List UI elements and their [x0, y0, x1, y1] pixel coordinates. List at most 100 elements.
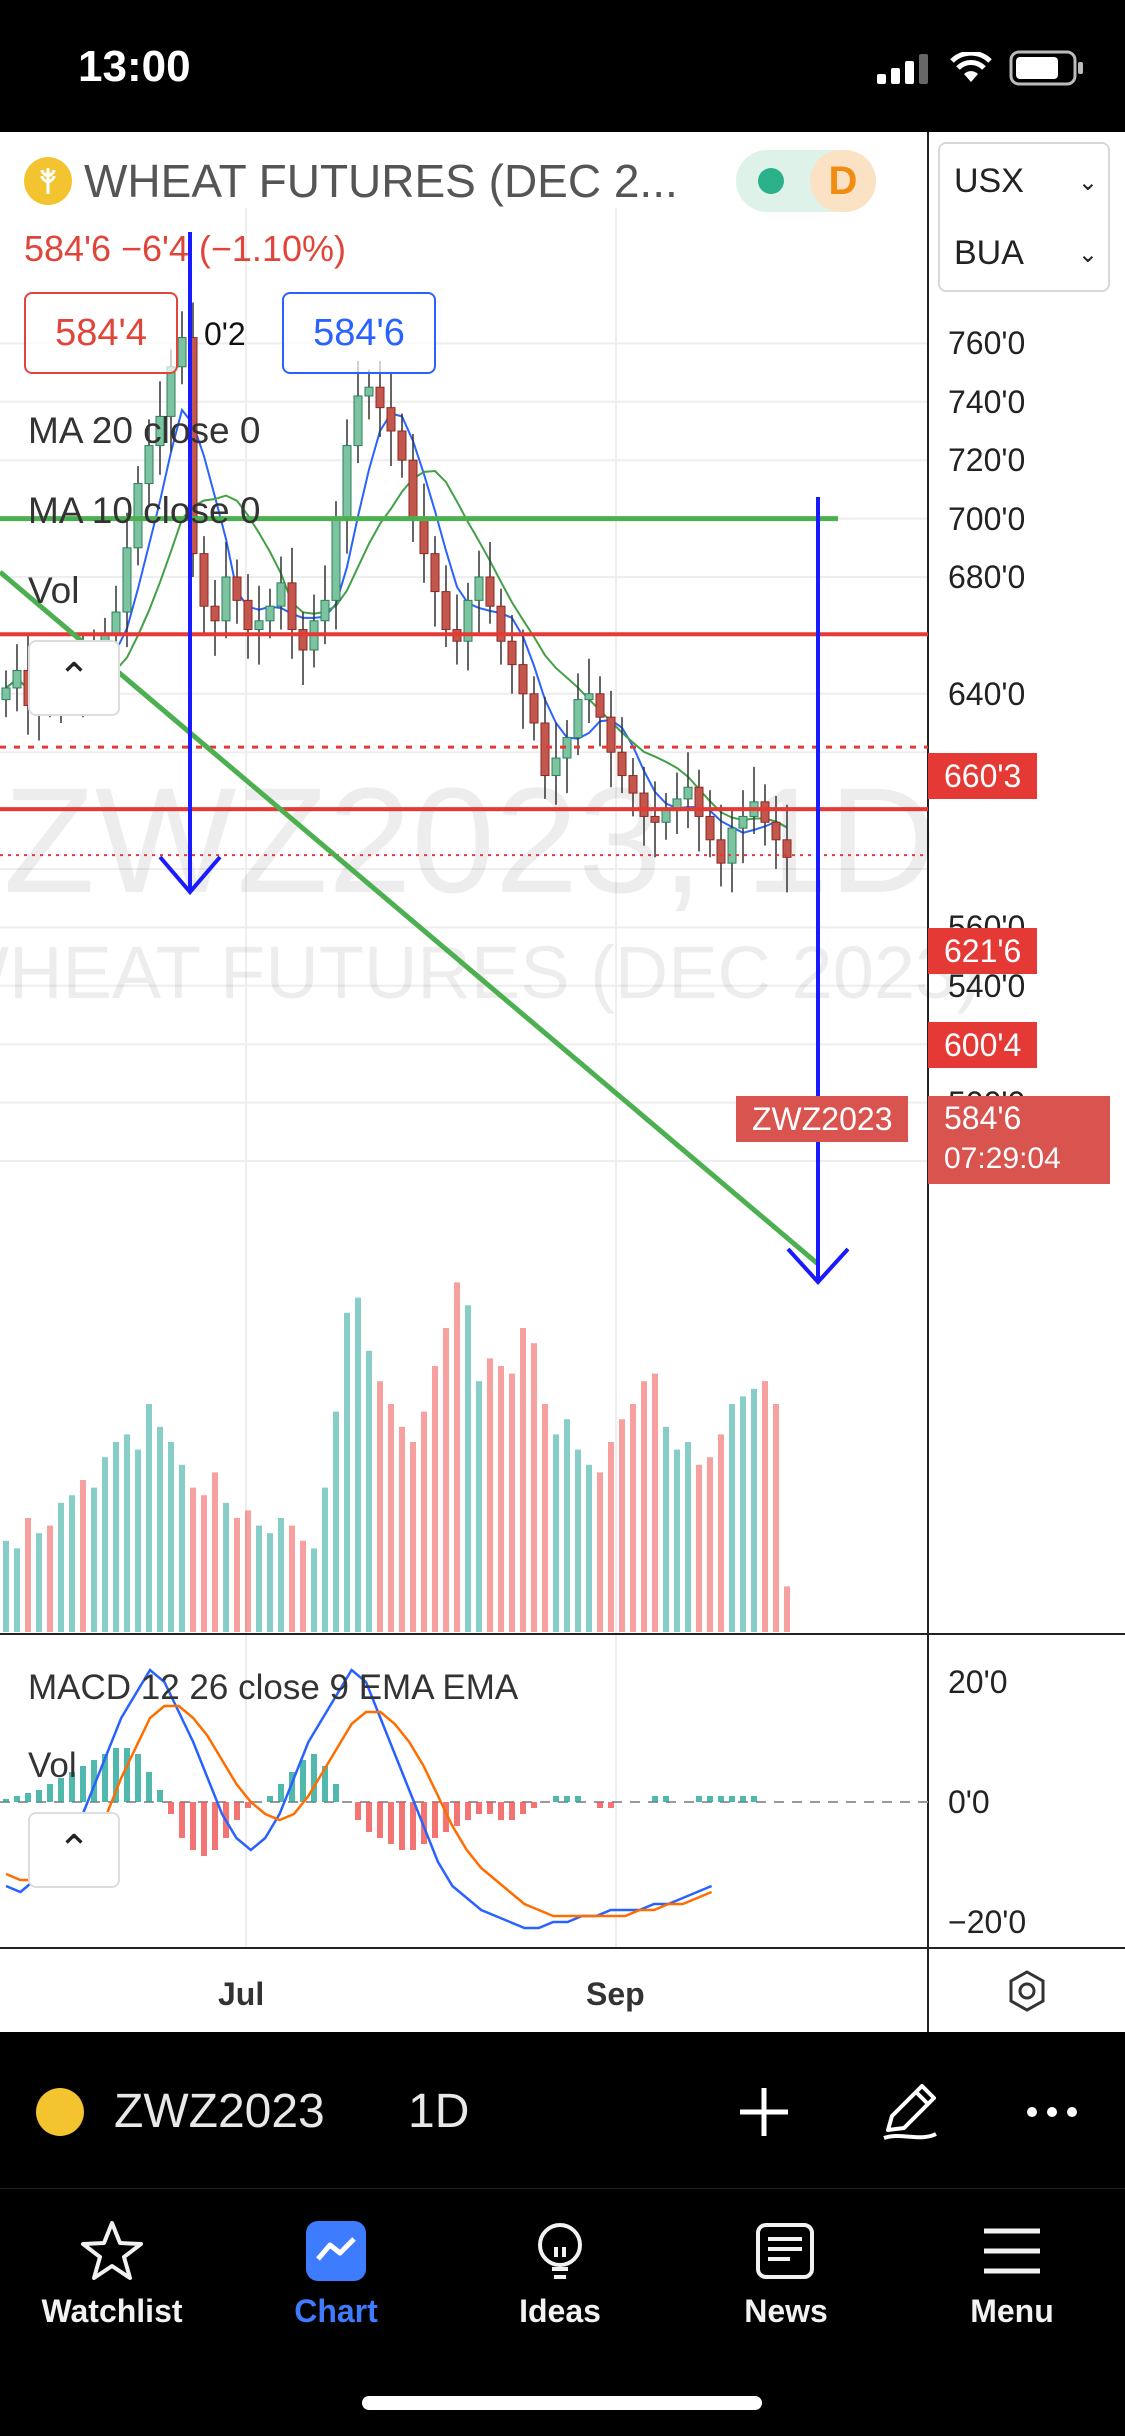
volume-bar — [333, 1411, 339, 1632]
macd-histogram-bar — [432, 1802, 438, 1838]
more-options-icon[interactable] — [1014, 2072, 1094, 2152]
tab-watchlist[interactable]: Watchlist — [12, 2211, 212, 2331]
price-axis-label: 640'0 — [948, 675, 1026, 712]
volume-bar — [454, 1282, 460, 1632]
volume-bar — [432, 1366, 438, 1632]
volume-bar — [212, 1472, 218, 1632]
candle-body — [540, 722, 550, 777]
level-621-tag: 621'6 — [928, 928, 1038, 974]
macd-histogram-bar — [509, 1802, 515, 1820]
candle-body — [232, 576, 242, 601]
macd-histogram-bar — [663, 1796, 669, 1802]
candle-body — [375, 386, 385, 409]
volume-bar — [421, 1411, 427, 1632]
candle-body — [485, 576, 495, 607]
macd-histogram-bar — [454, 1802, 460, 1826]
ma10-legend[interactable]: MA 10 close 0 — [28, 490, 261, 531]
chart-area[interactable]: ZWZ2023, 1D WHEAT FUTURES (DEC 2023) WHE… — [0, 132, 1125, 2032]
chevron-up-icon: ⌃ — [57, 1828, 91, 1872]
volume-bar — [531, 1343, 537, 1632]
volume-bar — [223, 1502, 229, 1632]
volume-bar — [619, 1419, 625, 1632]
price-axis-label: 680'0 — [948, 559, 1026, 595]
candle-body — [1, 687, 11, 701]
sell-button[interactable]: 584'4 — [24, 292, 178, 374]
candle-body — [606, 716, 616, 753]
macd-histogram-bar — [740, 1796, 746, 1802]
chevron-down-icon: ⌄ — [1077, 169, 1098, 196]
volume-bar — [751, 1388, 757, 1632]
tab-menu[interactable]: Menu — [912, 2211, 1112, 2331]
add-plus-icon[interactable] — [724, 2072, 804, 2152]
candle-body — [111, 611, 121, 636]
interval-button[interactable]: 1D — [408, 2085, 470, 2138]
collapse-legend-button[interactable]: ⌃ — [28, 640, 120, 716]
candle-body — [441, 591, 451, 631]
downtrend-line — [0, 570, 820, 1266]
tab-news[interactable]: News — [686, 2211, 886, 2331]
volume-bar — [3, 1540, 9, 1632]
macd-histogram-bar — [443, 1802, 449, 1832]
tab-chart[interactable]: Chart — [236, 2211, 436, 2331]
volume-bar — [696, 1464, 702, 1632]
candle-body — [364, 386, 374, 397]
currency-select[interactable]: USX — [954, 162, 1024, 200]
tab-label: Menu — [970, 2293, 1054, 2329]
candle-body — [650, 815, 660, 823]
candle-body — [342, 445, 352, 520]
chart-settings-icon[interactable] — [1004, 1968, 1050, 2014]
symbol-header[interactable]: WHEAT FUTURES (DEC 2... — [24, 154, 678, 208]
volume-bar — [377, 1381, 383, 1632]
candle-body — [463, 599, 473, 642]
macd-histogram-bar — [278, 1784, 284, 1802]
signal-line — [5, 1704, 713, 1918]
collapse-macd-legend-button[interactable]: ⌃ — [28, 1812, 120, 1888]
drawing-pen-icon[interactable] — [870, 2072, 950, 2152]
volume-bar — [289, 1525, 295, 1632]
macd-histogram-bar — [355, 1802, 361, 1820]
market-status-pill[interactable]: D — [736, 150, 876, 212]
volume-bar — [300, 1540, 306, 1632]
time-label-sep: Sep — [586, 1976, 645, 2012]
time-label-jul: Jul — [218, 1976, 265, 2012]
drawings — [0, 232, 928, 1285]
volume-bar — [190, 1487, 196, 1632]
star-icon — [81, 2221, 143, 2280]
macd-histogram-bar — [399, 1802, 405, 1850]
ma20-legend[interactable]: MA 20 close 0 — [28, 410, 261, 451]
macd-axis-label: 0'0 — [948, 1784, 990, 1820]
volume-bar — [179, 1464, 185, 1632]
macd-histogram-bar — [36, 1790, 42, 1802]
macd-histogram-bar — [322, 1766, 328, 1802]
price-axis-label: 700'0 — [948, 500, 1026, 537]
symbol-title[interactable]: WHEAT FUTURES (DEC 2... — [84, 155, 678, 207]
moving-averages — [5, 407, 788, 834]
volume-bar — [498, 1366, 504, 1632]
macd-histogram-bar — [564, 1796, 570, 1802]
price-axis-label: 720'0 — [948, 442, 1026, 479]
volume-bars — [3, 1282, 790, 1632]
price-axis-label: 740'0 — [948, 383, 1026, 420]
chevron-down-icon: ⌄ — [1077, 241, 1098, 268]
macd-vol-legend[interactable]: Vol — [28, 1746, 77, 1785]
symbol-search-button[interactable]: ZWZ2023 — [114, 2085, 325, 2138]
price-chart[interactable]: ZWZ2023, 1D WHEAT FUTURES (DEC 2023) — [0, 132, 1125, 2032]
unit-select[interactable]: BUA — [954, 234, 1024, 272]
volume-bar — [784, 1586, 790, 1632]
vol-legend[interactable]: Vol — [28, 570, 80, 611]
currency-unit-selector[interactable]: USX ⌄ BUA ⌄ — [938, 142, 1110, 292]
macd-histogram-bar — [465, 1802, 471, 1820]
macd-histogram-bar — [718, 1796, 724, 1802]
candle-body — [386, 407, 396, 432]
volume-bar — [740, 1396, 746, 1632]
volume-bar — [718, 1434, 724, 1632]
volume-bar — [58, 1502, 64, 1632]
macd-histogram-bar — [91, 1760, 97, 1802]
macd-legend[interactable]: MACD 12 26 close 9 EMA EMA — [28, 1668, 519, 1707]
macd-histogram-bar — [597, 1802, 603, 1808]
macd-histogram-bar — [58, 1778, 64, 1802]
macd-histogram-bar — [498, 1802, 504, 1820]
volume-bar — [245, 1510, 251, 1632]
tab-ideas[interactable]: Ideas — [460, 2211, 660, 2331]
buy-button[interactable]: 584'6 — [282, 292, 436, 374]
